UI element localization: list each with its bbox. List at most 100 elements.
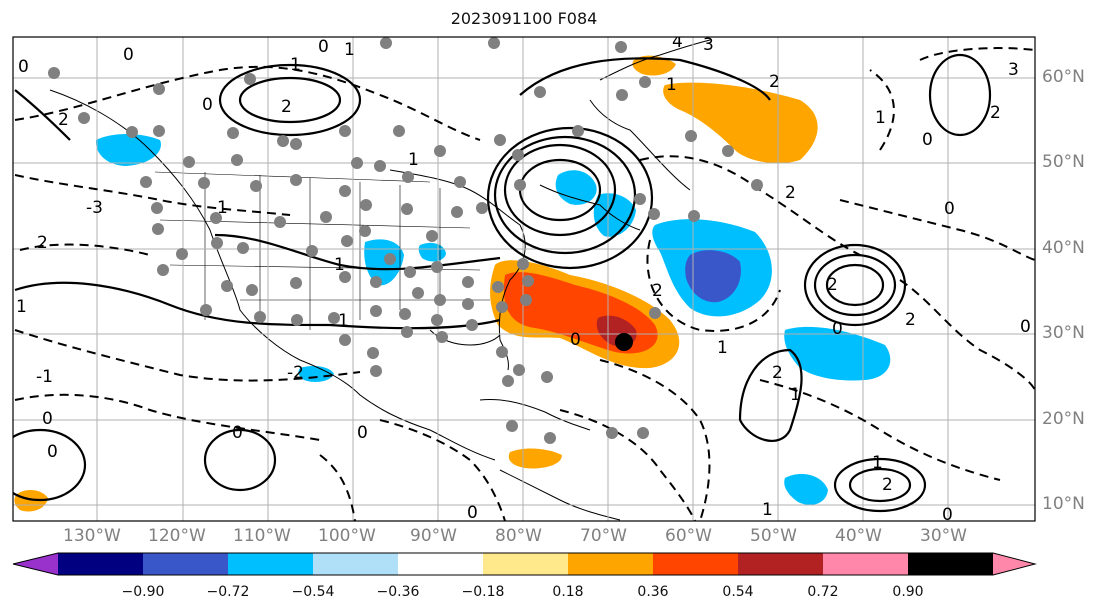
lon-label-30w: 30°W (920, 526, 967, 546)
lat-label-60n: 60°N (1042, 67, 1085, 87)
colorbar-tick-label: −0.36 (376, 584, 420, 600)
contour-label: 0 (570, 330, 581, 350)
contour-label: 0 (922, 130, 933, 150)
contour-label: 1 (762, 500, 773, 520)
contour-label: 2 (37, 233, 48, 253)
warm-anomaly-labrador (663, 82, 818, 164)
contour-label: 1 (344, 40, 355, 60)
contour-label: 0 (42, 409, 53, 429)
lon-label-60w: 60°W (665, 526, 712, 546)
contour-label: 2 (990, 103, 1001, 123)
colorbar-segment (483, 553, 568, 575)
cool-anomaly-midatlantic (784, 326, 891, 381)
colorbar-tick-label: 0.90 (892, 584, 924, 600)
contour-label: 1 (717, 338, 728, 358)
contour-label: 0 (232, 423, 243, 443)
contour-label: 1 (666, 75, 677, 95)
lat-label-20n: 20°N (1042, 409, 1085, 429)
contour-label: 2 (905, 310, 916, 330)
lon-label-80w: 80°W (495, 526, 542, 546)
lat-label-40n: 40°N (1042, 238, 1085, 258)
contour-label: 2 (769, 72, 780, 92)
contour-label: 0 (202, 95, 213, 115)
colorbar-segment (398, 553, 483, 575)
colorbar-tick-label: −0.72 (206, 584, 250, 600)
contour-label: 0 (832, 319, 843, 339)
colorbar-tick-label: −0.90 (121, 584, 165, 600)
cool-anomaly-gulf-st-lawrence (555, 170, 597, 205)
colorbar-tick-label: 0.18 (552, 584, 584, 600)
shaded-anomaly-regions (14, 55, 891, 512)
contour-label: 2 (652, 281, 663, 301)
lat-label-10n: 10°N (1042, 494, 1085, 514)
contour-label: 3 (703, 35, 714, 55)
colorbar-segment (653, 553, 738, 575)
cool-anomaly-plains (364, 239, 404, 286)
contour-label: 2 (785, 183, 796, 203)
contour-label: 2 (882, 475, 893, 495)
colorbar-segment (58, 553, 143, 575)
warm-anomaly-pacific (14, 489, 49, 512)
contour-label: 0 (318, 37, 329, 57)
contour-label: 1 (790, 385, 801, 405)
colorbar-segment (823, 553, 908, 575)
colorbar-segment (143, 553, 228, 575)
contour-label: -3 (86, 198, 103, 218)
lon-label-110w: 110°W (233, 526, 291, 546)
storm-center-marker (615, 333, 633, 351)
lon-label-120w: 120°W (148, 526, 206, 546)
contour-label: 0 (123, 45, 134, 65)
contour-label: 0 (467, 503, 478, 523)
contour-label: 1 (338, 311, 349, 331)
contour-label: 2 (827, 275, 838, 295)
contour-label: 0 (944, 199, 955, 219)
colorbar-tick-label: −0.54 (291, 584, 335, 600)
map-title: 2023091100 F084 (450, 9, 598, 28)
contour-label: 1 (872, 453, 883, 473)
colorbar-tick-label: 0.72 (807, 584, 839, 600)
contour-label: 1 (408, 150, 419, 170)
contour-label: 0 (942, 505, 953, 525)
contour-label: 0 (47, 442, 58, 462)
lon-label-130w: 130°W (63, 526, 121, 546)
colorbar-segment (738, 553, 823, 575)
lon-label-100w: 100°W (318, 526, 376, 546)
colorbar-high-extension (993, 553, 1035, 575)
colorbar-tick-label: 0.54 (722, 584, 754, 600)
contour-label: -2 (287, 363, 304, 383)
contour-label: 1 (875, 108, 886, 128)
contour-label: 1 (217, 198, 228, 218)
colorbar-tick-label: −0.18 (461, 584, 505, 600)
map-frame (12, 36, 1036, 522)
colorbar-segment (228, 553, 313, 575)
colorbar-tick-label: 0.36 (637, 584, 669, 600)
lon-label-70w: 70°W (580, 526, 627, 546)
contour-label: 1 (16, 297, 27, 317)
contour-label: 0 (1020, 317, 1031, 337)
lon-label-40w: 40°W (835, 526, 882, 546)
lon-label-90w: 90°W (410, 526, 457, 546)
cool-anomaly-gulf (298, 366, 334, 382)
lat-label-30n: 30°N (1042, 323, 1085, 343)
contour-label: 2 (58, 110, 69, 130)
contour-label: 2 (281, 97, 292, 117)
contour-label: 3 (1008, 60, 1019, 80)
lat-label-50n: 50°N (1042, 152, 1085, 172)
contour-label: 2 (772, 363, 783, 383)
station-dots (48, 37, 763, 444)
colorbar-segment (908, 553, 993, 575)
lon-label-50w: 50°W (750, 526, 797, 546)
contour-label: 4 (672, 32, 683, 52)
contour-label: -1 (36, 367, 53, 387)
contour-labels: 0 0 1 2 1 0 1 3 4 2 3 2 1 0 2 0 2 0 2 1 … (16, 32, 1031, 525)
contour-label: 0 (357, 423, 368, 443)
colorbar-low-extension (13, 553, 58, 575)
contour-label: 1 (290, 55, 301, 75)
contour-label: 0 (18, 57, 29, 77)
colorbar-outline (12, 552, 1037, 576)
colorbar-segment (568, 553, 653, 575)
cool-anomaly-bc (95, 134, 161, 166)
contour-label: 1 (334, 255, 345, 275)
cool-anomaly-atlantic-core (685, 250, 741, 303)
